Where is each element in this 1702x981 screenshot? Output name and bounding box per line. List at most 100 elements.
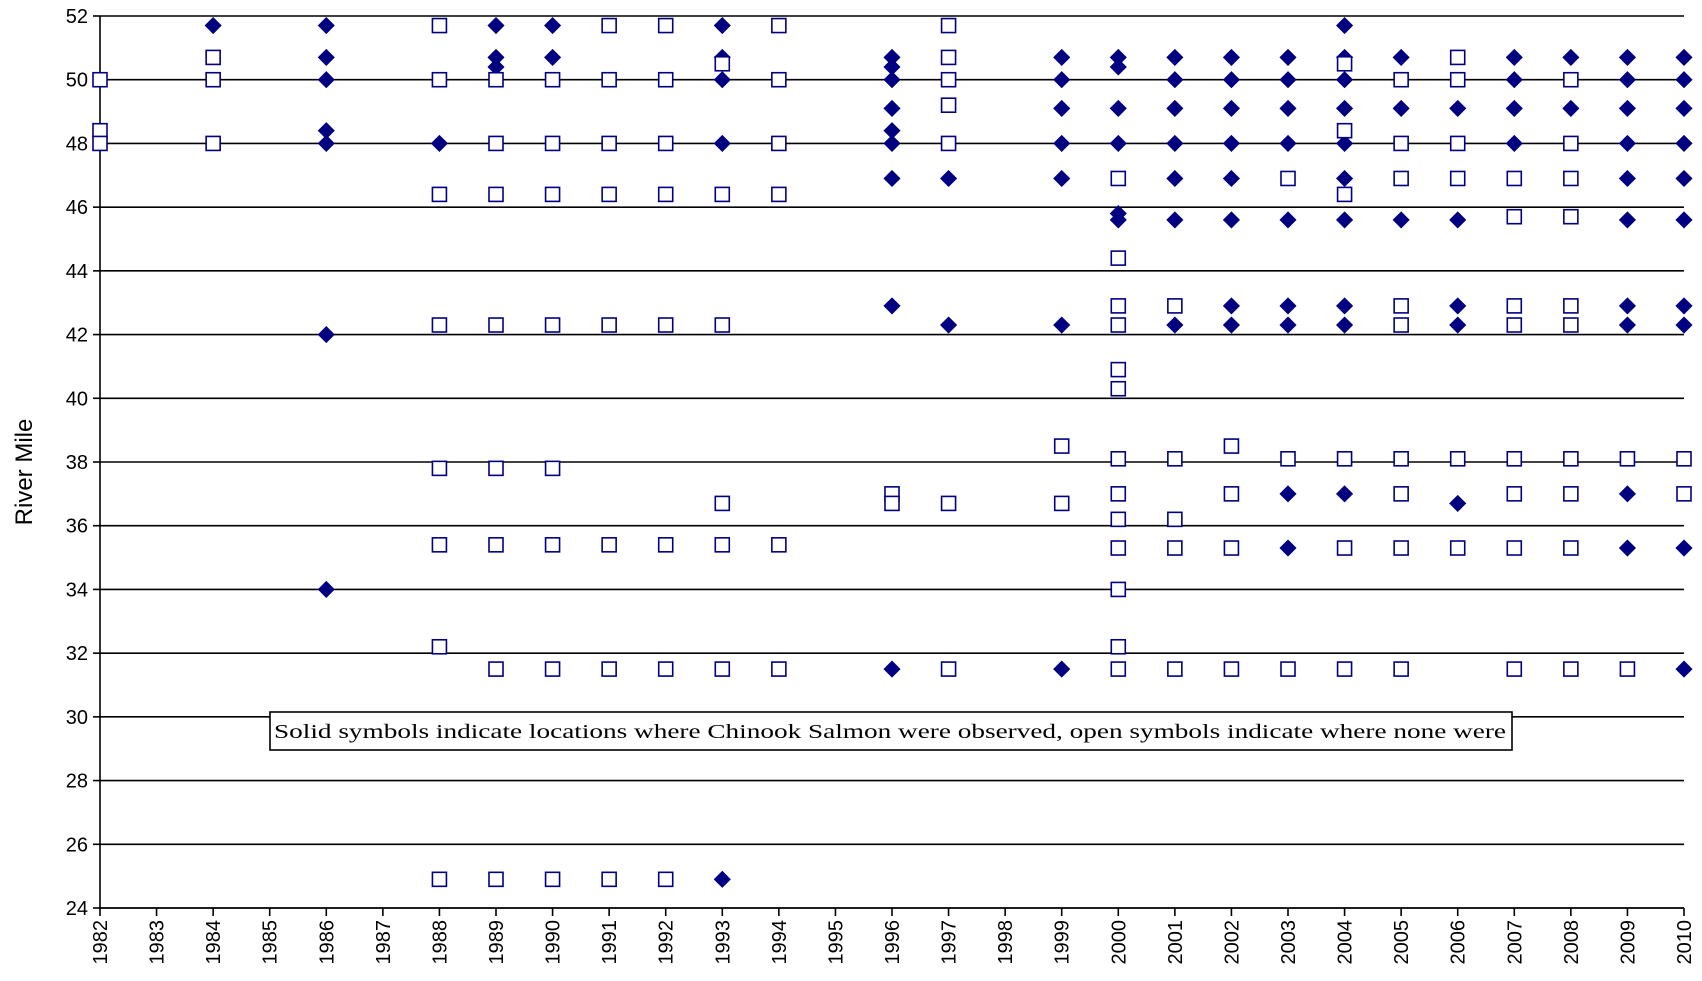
data-point-filled-95 [1618,169,1636,188]
data-point-open-117 [1506,298,1523,314]
data-point-open-87 [1223,438,1240,454]
data-point-filled-79 [1392,211,1410,229]
data-point-open-122 [1506,661,1523,677]
data-point-open-84 [1167,511,1183,528]
data-point-filled-80 [1449,99,1467,117]
data-point-filled-55 [1222,211,1240,229]
data-point-open-97 [1336,451,1353,467]
data-point-filled-44 [1166,71,1184,89]
x-tick-label-1994: 1994 [769,920,791,965]
data-point-open-128 [1563,317,1579,333]
data-point-open-78 [1110,540,1127,556]
y-axis-title: River Mile [11,419,38,526]
data-point-filled-18 [713,870,731,888]
data-point-open-68 [1053,495,1070,512]
data-point-filled-60 [1279,99,1297,117]
x-tick-label-1996: 1996 [882,920,904,965]
data-point-open-42 [657,317,674,333]
data-point-filled-99 [1618,485,1636,503]
x-tick-label-1990: 1990 [543,920,565,965]
data-point-filled-30 [1053,48,1071,66]
x-tick-label-1987: 1987 [373,920,395,965]
data-point-open-75 [1110,451,1127,467]
data-point-filled-49 [1166,316,1184,334]
data-point-filled-76 [1336,485,1354,503]
data-point-open-44 [657,661,674,677]
data-point-open-112 [1449,170,1466,187]
data-point-filled-74 [1336,297,1354,315]
data-point-filled-47 [1166,169,1184,188]
data-point-filled-75 [1336,316,1354,334]
data-point-filled-38 [1109,58,1127,76]
x-tick-label-2009: 2009 [1617,920,1639,965]
data-point-open-96 [1336,186,1353,203]
data-point-filled-101 [1675,48,1693,66]
data-point-filled-0 [204,16,222,35]
data-point-open-26 [544,460,561,477]
y-tick-label-32: 32 [66,643,88,665]
data-point-open-37 [601,871,617,888]
data-point-open-63 [940,97,957,113]
data-point-filled-98 [1618,316,1636,334]
data-point-open-113 [1449,451,1466,467]
data-point-filled-51 [1222,71,1240,89]
data-point-open-134 [1619,661,1636,677]
data-point-filled-21 [883,71,901,89]
data-point-open-69 [1110,170,1127,187]
data-point-filled-56 [1222,297,1240,315]
y-tick-label-30: 30 [66,707,88,729]
data-point-open-49 [714,495,731,512]
data-point-open-95 [1336,122,1353,139]
x-tick-label-1982: 1982 [90,920,112,965]
data-point-open-121 [1506,540,1523,556]
axes: 24 26 28 30 32 34 36 38 40 42 44 46 48 50 52 1982 1983 19… [66,6,1696,965]
data-point-open-94 [1336,55,1353,72]
data-point-open-2 [92,135,108,152]
x-tick-label-1992: 1992 [656,920,678,965]
y-tick-label-28: 28 [66,771,88,793]
data-point-open-86 [1167,661,1183,677]
data-point-open-67 [1053,438,1070,454]
x-tick-label-2003: 2003 [1278,920,1300,965]
data-point-open-9 [431,317,448,333]
data-point-filled-97 [1618,297,1636,315]
data-point-filled-57 [1222,316,1240,334]
data-point-filled-45 [1166,99,1184,117]
data-point-open-83 [1167,451,1183,467]
x-tick-label-1997: 1997 [939,920,961,965]
data-point-open-57 [771,661,787,677]
data-point-open-98 [1336,540,1353,556]
data-point-filled-13 [544,48,562,66]
data-point-open-0 [92,71,108,88]
data-point-open-103 [1393,298,1409,314]
data-point-open-20 [488,661,504,677]
data-point-filled-32 [1053,99,1071,117]
annotation-box: Solid symbols indicate locations where C… [269,711,1513,751]
y-tick-label-42: 42 [66,325,88,347]
data-point-open-120 [1506,486,1523,502]
data-point-open-5 [205,135,221,152]
data-point-filled-40 [1109,134,1127,152]
data-point-open-80 [1110,638,1127,655]
data-point-filled-46 [1166,134,1184,152]
data-point-filled-66 [1279,539,1297,557]
y-tick-label-24: 24 [66,898,88,920]
data-point-open-11 [431,537,448,553]
x-tick-label-2002: 2002 [1221,920,1243,965]
data-point-filled-42 [1109,211,1127,229]
x-tick-label-2001: 2001 [1165,920,1187,965]
data-point-open-115 [1506,170,1523,187]
data-point-open-53 [771,71,787,88]
data-point-filled-109 [1675,539,1693,557]
data-point-open-41 [657,186,674,203]
annotation-frame [269,711,1513,751]
x-tick-label-1989: 1989 [486,920,508,965]
data-point-filled-34 [1053,169,1071,188]
data-point-filled-27 [883,660,901,678]
data-point-filled-85 [1505,48,1523,66]
data-point-open-29 [544,871,561,888]
data-point-open-66 [940,661,957,677]
data-point-open-90 [1223,661,1240,677]
